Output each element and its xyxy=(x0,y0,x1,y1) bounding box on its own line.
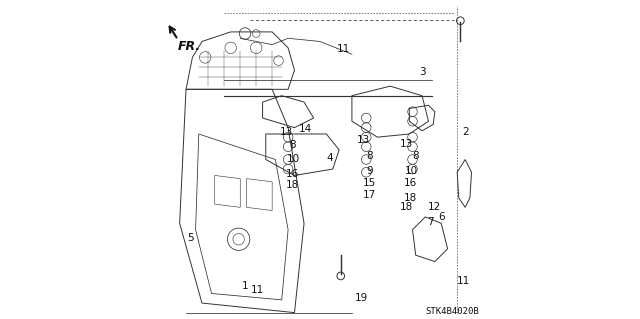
Text: 11: 11 xyxy=(251,285,264,295)
Text: 1: 1 xyxy=(242,280,248,291)
Text: 8: 8 xyxy=(366,151,372,161)
Text: 13: 13 xyxy=(399,138,413,149)
Text: 18: 18 xyxy=(399,202,413,212)
Text: 11: 11 xyxy=(457,276,470,286)
Text: 12: 12 xyxy=(428,202,442,212)
Text: 13: 13 xyxy=(356,135,370,145)
Text: 10: 10 xyxy=(404,166,417,176)
Text: 7: 7 xyxy=(427,217,433,227)
Text: 3: 3 xyxy=(419,67,426,77)
Text: 13: 13 xyxy=(280,127,293,137)
Text: 18: 18 xyxy=(404,193,417,203)
Text: 2: 2 xyxy=(462,127,468,137)
Text: 17: 17 xyxy=(363,189,376,200)
Text: 5: 5 xyxy=(188,233,194,243)
Text: 19: 19 xyxy=(355,293,368,303)
Text: 18: 18 xyxy=(286,180,300,190)
Text: STK4B4020B: STK4B4020B xyxy=(425,307,479,316)
Text: 16: 16 xyxy=(404,178,417,189)
Text: 9: 9 xyxy=(366,166,372,176)
Text: 8: 8 xyxy=(412,151,419,161)
Text: 4: 4 xyxy=(326,153,333,163)
Text: 15: 15 xyxy=(363,178,376,189)
Text: FR.: FR. xyxy=(178,40,201,53)
Text: 8: 8 xyxy=(289,140,296,150)
Text: 11: 11 xyxy=(337,44,351,55)
Text: 16: 16 xyxy=(286,169,300,179)
Text: 14: 14 xyxy=(299,124,312,134)
Text: 6: 6 xyxy=(438,212,445,222)
Text: 10: 10 xyxy=(286,154,300,165)
